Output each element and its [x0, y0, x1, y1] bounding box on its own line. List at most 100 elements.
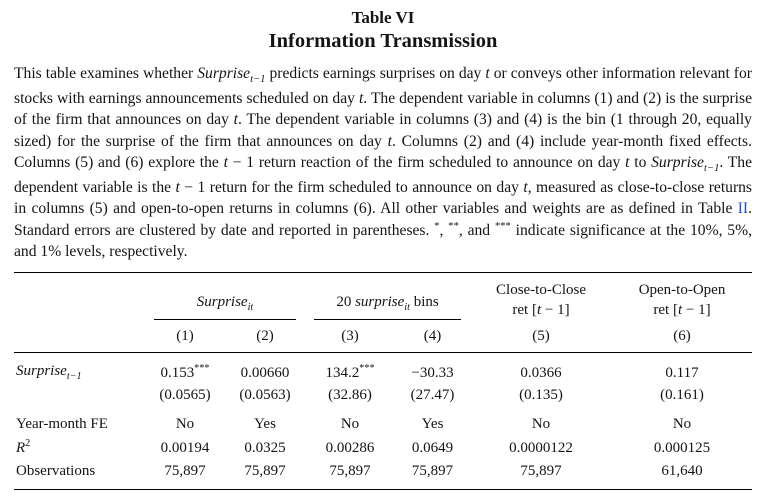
- se-cell: (0.0563): [239, 387, 291, 404]
- r2-cell: 0.0649: [411, 439, 454, 456]
- se-cell: (32.86): [328, 387, 372, 404]
- obs-cell: 75,897: [329, 463, 371, 480]
- text-segment: , and: [458, 221, 495, 239]
- col-group-bins: 20 surpriseit bins: [305, 272, 470, 321]
- standard-error-row: (0.0565) (0.0563) (32.86) (27.47) (0.135…: [14, 385, 752, 407]
- se-cell: (0.135): [519, 387, 563, 404]
- coefficient-row: Surpriset−1 0.153*** 0.00660 134.2*** −3…: [14, 353, 752, 386]
- table-ii-link[interactable]: II: [737, 200, 749, 218]
- text-segment: 20: [336, 293, 356, 310]
- empty-cell: [14, 385, 145, 407]
- text-segment: t: [175, 178, 180, 196]
- r2-cell: 0.00194: [160, 439, 210, 456]
- text-segment: . The dependent variable in columns (1) …: [14, 89, 753, 129]
- text-segment: Surprise: [196, 293, 248, 310]
- text-segment: it: [404, 301, 410, 313]
- coef-cell: 0.117: [612, 353, 752, 386]
- text-segment: surprise: [355, 293, 405, 310]
- col-group-open-line2: ret [t − 1]: [614, 300, 750, 320]
- text-segment: . Columns (2) and (4) include year-month…: [14, 132, 752, 171]
- column-number: (2): [225, 321, 306, 354]
- coef-value: 134.2: [325, 364, 360, 381]
- text-segment: ,: [439, 221, 449, 239]
- text-segment: or conveys other information relevant fo…: [14, 64, 752, 107]
- se-cell: (27.47): [410, 387, 455, 404]
- empty-header-cell: [14, 272, 145, 321]
- text-segment: predicts earnings surprises on day: [265, 64, 486, 82]
- text-segment: ret [: [512, 301, 537, 318]
- text-segment: t: [677, 301, 683, 318]
- coef-value: −30.33: [411, 364, 454, 381]
- col-group-open-to-open: Open-to-Open ret [t − 1]: [612, 272, 752, 321]
- table-caption: This table examines whether Surpriset−1 …: [14, 63, 752, 263]
- coef-value: 0.117: [665, 364, 699, 381]
- r2-cell: 0.0000122: [509, 439, 573, 456]
- text-segment: ret [: [653, 301, 678, 318]
- text-segment: − 1]: [682, 301, 711, 318]
- r-squared-row: R2 0.00194 0.0325 0.00286 0.0649 0.00001…: [14, 436, 752, 460]
- text-segment: to: [629, 153, 652, 171]
- fe-cell: No: [531, 416, 551, 433]
- row-label-observations: Observations: [16, 463, 96, 480]
- text-segment: − 1]: [541, 301, 570, 318]
- text-segment: R: [16, 440, 26, 457]
- row-label-r2: R2: [14, 436, 145, 460]
- obs-cell: 75,897: [411, 463, 454, 480]
- coef-cell: 0.00660: [225, 353, 305, 386]
- coef-value: 0.153: [160, 364, 195, 381]
- text-segment: . The dependent variable in columns (3) …: [14, 111, 752, 150]
- text-segment: t: [223, 153, 228, 171]
- col-group-close-to-close: Close-to-Close ret [t − 1]: [470, 272, 612, 321]
- column-number: (4): [395, 321, 471, 354]
- obs-cell: 75,897: [164, 463, 206, 480]
- observations-row: Observations 75,897 75,897 75,897 75,897…: [14, 460, 752, 490]
- text-segment: t: [536, 301, 542, 318]
- text-segment: t−1: [250, 74, 266, 86]
- text-segment: . The dependent variable is the: [14, 153, 752, 196]
- coef-cell: 134.2***: [305, 353, 395, 386]
- column-number: (3): [305, 321, 396, 354]
- col-group-close-line1: Close-to-Close: [496, 281, 587, 298]
- row-label-fe: Year-month FE: [16, 416, 108, 433]
- text-segment: − 1 return reaction of the firm schedule…: [227, 153, 626, 171]
- text-segment: indicate significance at the 10%, 5%, an…: [14, 221, 752, 261]
- col-group-surprise-label: Surpriseit: [154, 292, 297, 321]
- r2-cell: 0.000125: [653, 439, 711, 456]
- se-cell: (0.161): [660, 387, 704, 404]
- col-group-close-line2: ret [t − 1]: [472, 300, 610, 320]
- text-segment: ***: [494, 220, 511, 232]
- obs-cell: 61,640: [661, 463, 703, 480]
- column-number: (1): [145, 321, 225, 354]
- fe-cell: No: [175, 416, 195, 433]
- coef-cell: −30.33: [395, 353, 470, 386]
- text-segment: t−1: [66, 371, 82, 383]
- row-label-surprise: Surpriset−1: [14, 353, 145, 386]
- group-header-row: Surpriseit 20 surpriseit bins Close-to-C…: [14, 272, 752, 321]
- coef-value: 0.00660: [240, 364, 290, 381]
- coef-cell: 0.153***: [145, 353, 225, 386]
- table-title: Information Transmission: [268, 30, 498, 53]
- text-segment: t: [523, 178, 528, 196]
- column-numbers-row: (1) (2) (3) (4) (5) (6): [14, 321, 753, 354]
- col-group-bins-label: 20 surpriseit bins: [314, 292, 462, 321]
- text-segment: Surprise: [651, 153, 704, 171]
- text-segment: t−1: [703, 163, 720, 175]
- text-segment: **: [448, 220, 459, 232]
- fe-cell: Yes: [421, 416, 444, 433]
- text-segment: t: [233, 111, 238, 129]
- column-number: (6): [612, 321, 753, 354]
- text-segment: − 1 return for the firm scheduled to ann…: [179, 178, 524, 196]
- text-segment: t: [485, 64, 490, 82]
- text-segment: , measured as close-to-close returns in …: [14, 178, 753, 218]
- col-group-open-line1: Open-to-Open: [638, 281, 726, 298]
- coef-cell: 0.0366: [470, 353, 612, 386]
- text-segment: 2: [25, 438, 31, 450]
- text-segment: Surprise: [197, 64, 251, 82]
- text-segment: *: [434, 220, 440, 232]
- text-segment: t: [358, 89, 364, 107]
- table-number: Table VI: [351, 8, 415, 27]
- text-segment: bins: [409, 293, 439, 310]
- obs-cell: 75,897: [244, 463, 286, 480]
- text-segment: Surprise: [16, 363, 67, 380]
- fe-cell: No: [672, 416, 692, 433]
